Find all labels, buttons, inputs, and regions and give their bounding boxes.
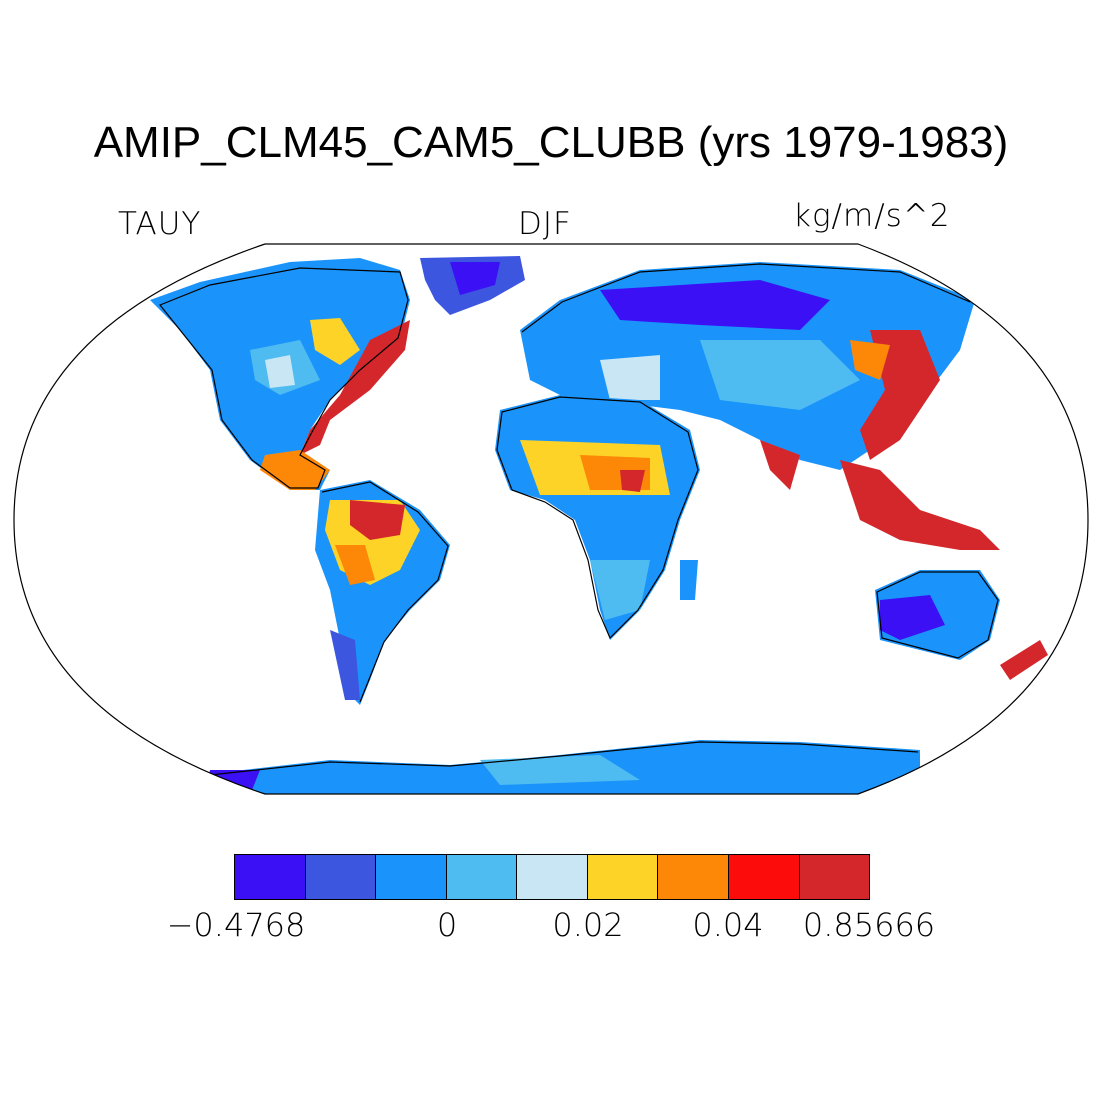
colorbar-box — [587, 855, 659, 899]
colorbar-box — [517, 855, 588, 899]
south-africa-light — [590, 560, 650, 620]
australia-core — [880, 595, 945, 640]
colorbar-tick-label: −0.4768 — [166, 906, 306, 944]
sahel-red — [620, 470, 645, 492]
colorbar-box — [728, 855, 800, 899]
india-red — [760, 440, 800, 490]
land-field — [150, 256, 1048, 794]
globe-outline — [13, 243, 1089, 795]
colorbar-box — [235, 855, 306, 899]
se-asia-red — [840, 460, 1000, 550]
colorbar-box — [376, 855, 447, 899]
mediterranean-pale — [600, 355, 660, 400]
colorbar-box — [799, 855, 870, 899]
colorbar — [234, 854, 870, 900]
gulf-red — [260, 450, 330, 490]
colorbar-tick-label: 0.85666 — [802, 906, 936, 944]
siberia-dark — [600, 280, 830, 330]
north-america-pale — [265, 355, 295, 388]
nz-red — [1000, 640, 1048, 680]
amazon-hot — [350, 500, 405, 540]
asia-light — [700, 340, 860, 410]
east-asia-orange — [850, 340, 890, 380]
colorbar-tick-label: 0.04 — [692, 906, 764, 944]
colorbar-box — [658, 855, 729, 899]
east-coast-red — [300, 320, 410, 455]
colorbar-tick-label: 0.02 — [552, 906, 624, 944]
greenland-core — [450, 262, 500, 295]
colorbar-box — [305, 855, 377, 899]
colorbar-tick-label: 0 — [436, 906, 458, 944]
season-label: DJF — [518, 206, 572, 242]
units-label: kg/m/s^2 — [793, 198, 951, 234]
amazon-orange — [335, 545, 375, 585]
hudson-warm — [310, 318, 360, 365]
andes-blue — [330, 630, 360, 700]
madagascar — [680, 560, 698, 600]
variable-label: TAUY — [118, 206, 202, 242]
africa-region — [495, 395, 700, 640]
colorbar-box — [446, 855, 518, 899]
coastlines — [159, 263, 999, 776]
antarctica-light — [480, 755, 640, 785]
plot-title: AMIP_CLM45_CAM5_CLUBB (yrs 1979-1983) — [93, 118, 1009, 167]
